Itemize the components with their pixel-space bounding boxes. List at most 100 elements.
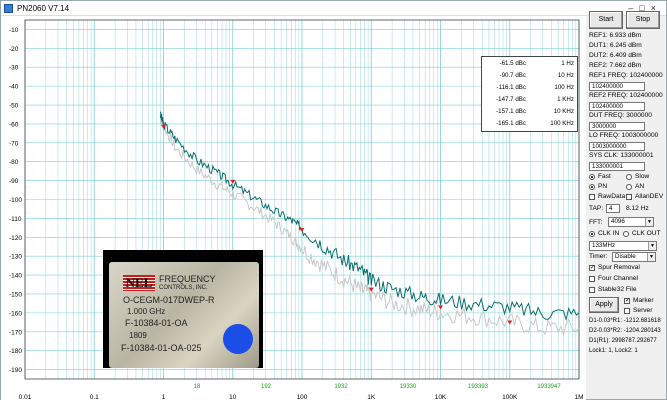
timer-select[interactable]: Disable ▼ [612,252,656,262]
table-row: -157.1 dBc 10 KHz [482,108,579,118]
y-tick-label: -100 [9,197,22,204]
x-tick-label: 0.01 [19,394,32,401]
an-radio[interactable] [626,184,632,190]
ref1-level: REF1: 6.933 dBm [589,32,642,39]
y-tick-label: -90 [9,178,19,185]
plot-frame [24,19,580,380]
marker-point [230,179,236,184]
table-row: -61.5 dBc 1 Hz [482,60,579,70]
x-tick-label: 1M [574,394,583,401]
y-tick-label: -60 [9,121,19,128]
marker-label: Marker [633,297,654,304]
y-tick-label: -70 [9,140,19,147]
spur-label: 1933947 [537,384,561,390]
stop-button[interactable]: Stop [626,11,660,29]
server-label: Server [633,307,653,314]
spur-label: 192 [261,384,272,390]
table-dbc: -165.1 dBc [496,120,526,127]
table-freq: 100 Hz [554,84,574,91]
ref1-freq-input[interactable]: 102400000 [589,82,645,91]
fast-radio[interactable] [589,174,595,180]
server-checkbox[interactable] [624,308,630,314]
d1r1-readout: D1(R1): 2998787.292677 [589,338,657,344]
slow-radio[interactable] [626,174,632,180]
slow-label: Slow [635,173,650,180]
y-tick-label: -150 [9,291,22,298]
blue-dot [223,324,253,354]
four-channel-label: Four Channel [598,275,638,282]
table-freq: 1 Hz [561,60,574,67]
marker-point [299,227,305,232]
clk-in-label: CLK IN [598,230,620,237]
photo-date: 1809 [129,331,147,340]
lo-freq-input[interactable]: 1003000000 [589,142,645,151]
table-row: -165.1 dBc 100 KHz [482,120,579,130]
dut-freq-label: DUT FREQ: 3000000 [589,112,652,119]
oscillator-can: NEL FREQUENCY CONTROLS, INC. O-CEGM-017D… [109,262,259,368]
fast-label: Fast [598,173,611,180]
photo-brand: FREQUENCY [159,274,216,284]
rawdata-label: RawData [598,193,626,200]
table-dbc: -157.1 dBc [496,108,526,115]
minimize-icon[interactable]: – [628,3,640,13]
table-freq: 100 KHz [550,120,574,127]
close-icon[interactable]: × [650,3,662,13]
y-tick-label: -20 [9,46,19,53]
y-tick-label: -140 [9,273,22,280]
chevron-down-icon: ▼ [648,242,656,250]
marker-point [438,305,443,310]
chart-svg: -10 -20 -30 -40 -50 -60 -70 -80 -90 -100 -110 -120 -… [9,19,584,401]
fft-select[interactable]: 4096 ▼ [608,217,654,227]
pn-radio[interactable] [589,184,595,190]
dut-freq-input[interactable]: 3000000 [589,122,645,131]
clk-select[interactable]: 133MHz ▼ [589,241,657,251]
marker-point [507,320,513,325]
sys-clk-input[interactable]: 133000001 [589,162,645,171]
y-tick-label: -40 [9,84,19,91]
tap-label: TAP: [589,205,604,212]
table-row: -147.7 dBc 1 KHz [482,96,579,106]
apply-button[interactable]: Apply [589,297,619,313]
clk-out-radio[interactable] [623,231,629,237]
y-tick-label: -180 [9,348,22,355]
clk-value: 133MHz [592,242,616,249]
clk-out-label: CLK OUT [632,230,661,237]
table-row: -90.7 dBc 10 Hz [482,72,579,82]
y-tick-label: -120 [9,235,22,242]
photo-lot: F-10384-01-OA [125,318,188,328]
allandev-checkbox[interactable] [626,194,632,200]
d1-readout: D1-0.03*R1: -1212.681618 [589,318,661,324]
spur-removal-checkbox[interactable]: ✓ [589,265,596,271]
ref2-level: REF2: 7.662 dBm [589,62,642,69]
y-tick-label: -160 [9,310,22,317]
clk-in-radio[interactable] [589,231,595,237]
app-icon [4,4,13,13]
sys-clk-label: SYS CLK: 133000001 [589,152,654,159]
ref2-freq-input[interactable]: 102400000 [589,102,645,111]
x-tick-label: 10K [435,394,447,401]
spur-label: 193393 [468,384,489,390]
ref1-freq-label: REF1 FREQ: 102400000 [589,72,663,79]
x-tick-label: 100K [502,394,518,401]
control-panel: Start Stop REF1: 6.933 dBm DUT1: 6.245 d… [586,11,667,401]
an-label: AN [635,183,645,190]
start-button[interactable]: Start [589,11,623,29]
tap-input[interactable]: 4 [606,204,620,213]
lock-status: Lock1: 1, Lock2: 1 [589,348,638,354]
photo-part: O-CEGM-017DWEP-R [123,295,215,305]
table-dbc: -90.7 dBc [499,72,526,79]
rawdata-checkbox[interactable] [589,194,595,200]
table-freq: 1 KHz [557,96,574,103]
stable32-checkbox[interactable] [589,287,595,293]
spur-label: 19330 [400,384,417,390]
window-title: PN2060 V7.14 [17,4,70,13]
marker-point [368,287,374,292]
y-tick-label: -30 [9,65,19,72]
four-channel-checkbox[interactable] [589,276,595,282]
x-tick-label: 0.1 [90,394,99,401]
y-tick-label: -110 [9,216,22,223]
table-freq: 10 KHz [553,108,574,115]
window-controls: –□× [628,1,662,16]
maximize-icon[interactable]: □ [639,3,651,13]
marker-checkbox[interactable]: ✓ [624,298,631,304]
